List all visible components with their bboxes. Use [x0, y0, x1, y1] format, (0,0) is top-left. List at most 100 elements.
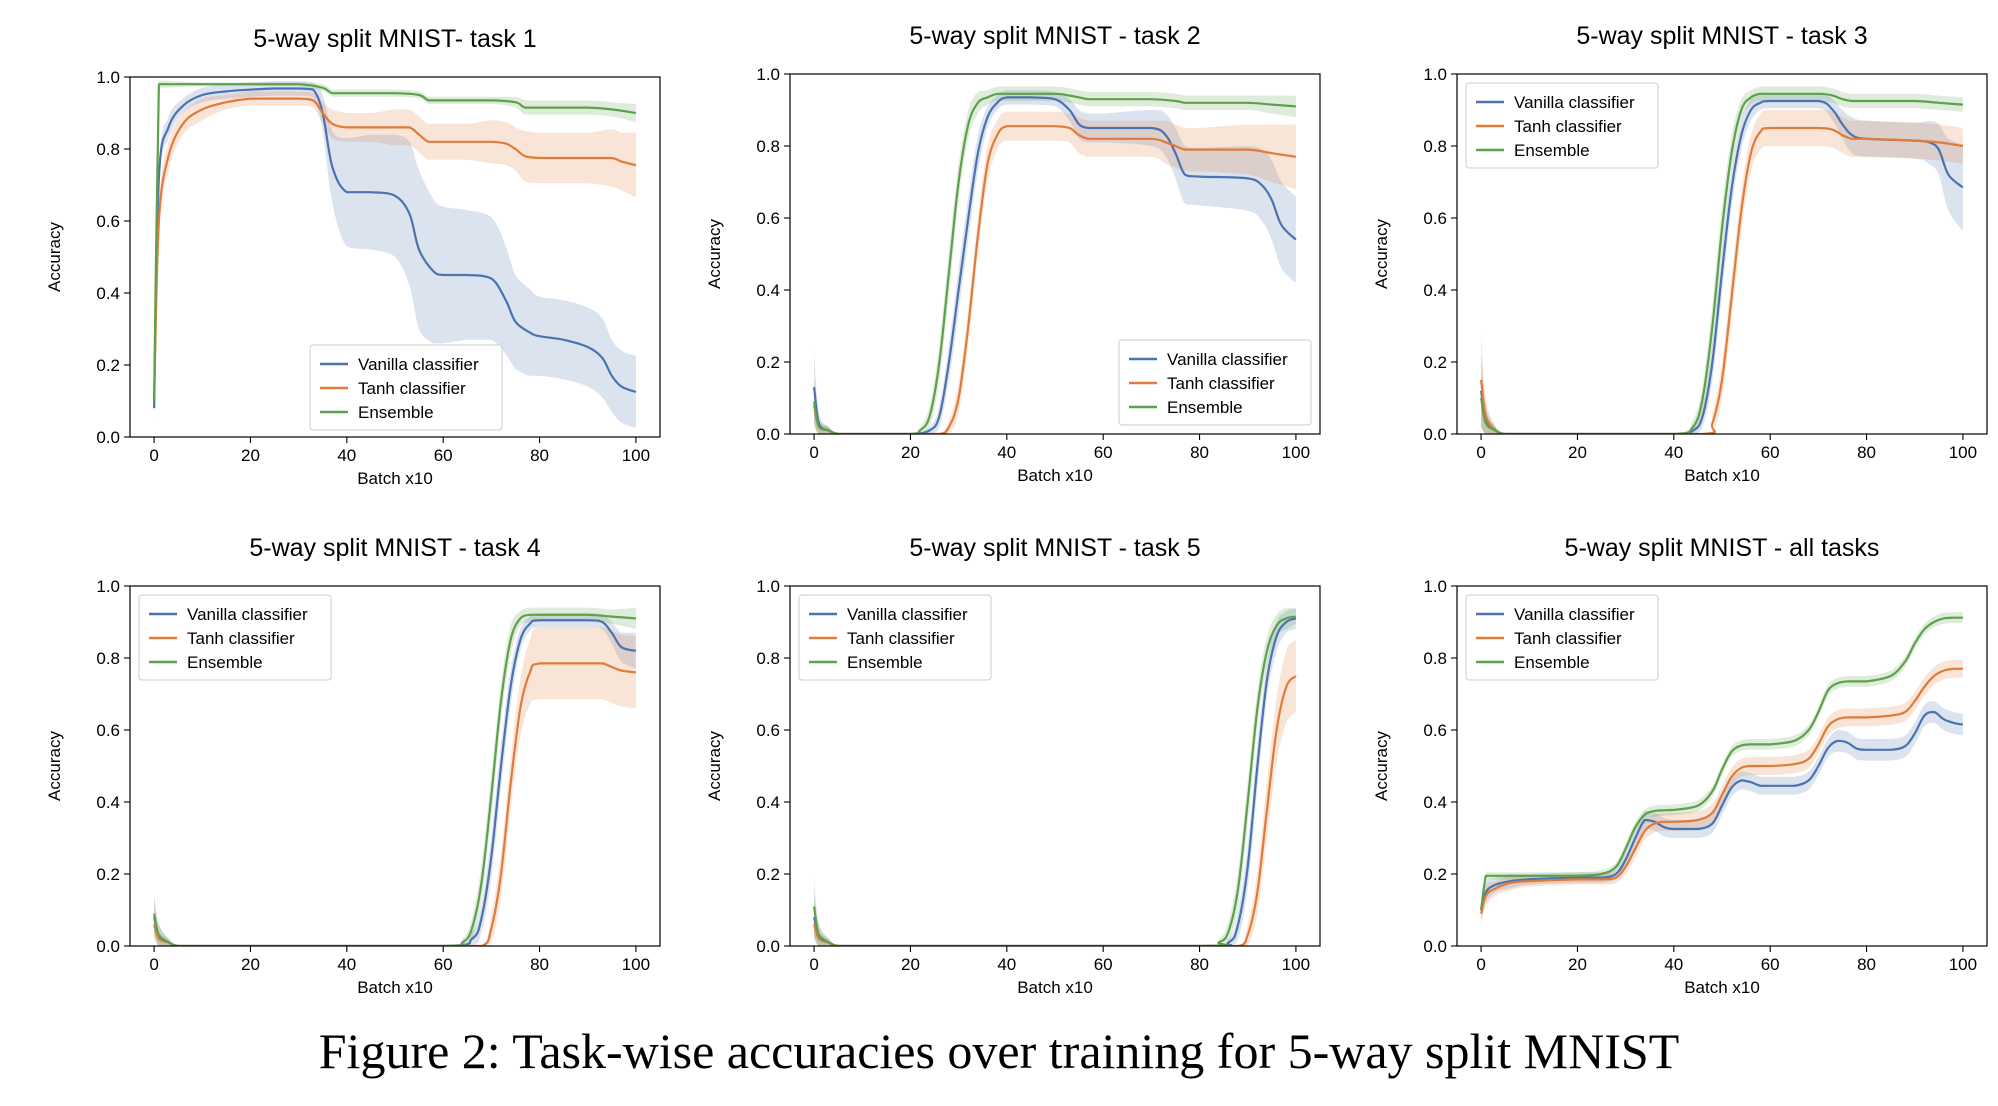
y-axis-label: Accuracy [705, 731, 724, 801]
series-line [1480, 616, 1963, 911]
x-tick-label: 100 [622, 955, 650, 974]
y-tick-label: 0.0 [756, 425, 780, 444]
legend-box [309, 344, 503, 431]
chart-panel-4: 5-way split MNIST - task 4 0 20 40 60 80 100 0.… [45, 534, 661, 997]
legend-label: Vanilla classifier [847, 605, 968, 624]
x-tick-label: 0 [1476, 443, 1485, 462]
y-tick-label: 0.4 [1423, 281, 1447, 300]
legend-box [1465, 594, 1659, 681]
legend: Vanilla classifier Tanh classifier Ensembl… [138, 594, 332, 681]
y-tick-label: 1.0 [1423, 65, 1447, 84]
series-band [1481, 659, 1963, 925]
series-line [153, 87, 637, 409]
y-tick-label: 0.2 [96, 865, 120, 884]
x-tick-label: 20 [901, 443, 920, 462]
x-tick-label: 0 [809, 955, 818, 974]
x-axis-label: Batch x10 [357, 469, 433, 488]
y-tick-label: 0.0 [756, 937, 780, 956]
x-axis-label: Batch x10 [1684, 466, 1760, 485]
x-tick-label: 0 [149, 955, 158, 974]
x-tick-label: 40 [997, 955, 1016, 974]
y-tick-label: 0.6 [1423, 209, 1447, 228]
chart-title: 5-way split MNIST- task 1 [253, 25, 536, 53]
x-tick-label: 20 [241, 955, 260, 974]
series-band [1481, 701, 1963, 921]
plot-area [153, 607, 637, 946]
x-tick-label: 80 [1190, 955, 1209, 974]
legend-label: Tanh classifier [847, 629, 955, 648]
y-tick-label: 0.4 [1423, 793, 1447, 812]
y-tick-label: 1.0 [96, 68, 120, 87]
chart-title: 5-way split MNIST - task 2 [909, 22, 1200, 50]
legend-box [798, 594, 992, 681]
y-tick-label: 0.4 [756, 281, 780, 300]
legend-label: Tanh classifier [1514, 629, 1622, 648]
legend: Vanilla classifier Tanh classifier Ensembl… [1465, 82, 1659, 169]
y-tick-label: 0.6 [96, 721, 120, 740]
y-axis-label: Accuracy [705, 219, 724, 289]
series-band [814, 90, 1296, 434]
series-band [1481, 110, 1963, 434]
legend-label: Tanh classifier [358, 379, 466, 398]
y-tick-label: 1.0 [1423, 577, 1447, 596]
series-line [153, 613, 636, 946]
chart-panel-3: 5-way split MNIST - task 3 0 20 40 60 80 100 0.… [1372, 22, 1988, 485]
y-tick-label: 0.4 [96, 284, 120, 303]
series-line [1480, 667, 1963, 914]
x-tick-label: 60 [434, 446, 453, 465]
y-tick-label: 0.8 [96, 649, 120, 668]
x-tick-label: 40 [337, 446, 356, 465]
plot-area [1480, 612, 1964, 925]
legend-label: Ensemble [847, 653, 923, 672]
legend-label: Vanilla classifier [1514, 605, 1635, 624]
series-band [154, 80, 636, 405]
x-tick-label: 20 [1568, 955, 1587, 974]
series-line [153, 662, 637, 946]
legend-box [1465, 82, 1659, 169]
x-tick-label: 60 [434, 955, 453, 974]
chart-panel-2: 5-way split MNIST - task 2 0 20 40 60 80 100 0.… [705, 22, 1321, 485]
legend: Vanilla classifier Tanh classifier Ensembl… [309, 344, 503, 431]
series-line [813, 125, 1297, 434]
legend-label: Ensemble [1514, 653, 1590, 672]
figure-caption: Figure 2: Task-wise accuracies over trai… [318, 1023, 1680, 1079]
chart-title: 5-way split MNIST - task 4 [249, 534, 540, 562]
y-tick-label: 0.8 [96, 140, 120, 159]
legend-label: Tanh classifier [1167, 374, 1275, 393]
legend: Vanilla classifier Tanh classifier Ensembl… [798, 594, 992, 681]
x-tick-label: 80 [1857, 955, 1876, 974]
y-tick-label: 0.8 [756, 649, 780, 668]
y-tick-label: 0.8 [756, 137, 780, 156]
x-tick-label: 100 [1282, 955, 1310, 974]
legend-label: Ensemble [358, 403, 434, 422]
series-line [153, 97, 637, 402]
chart-panel-6: 5-way split MNIST - all tasks 0 20 40 60 80 10… [1372, 534, 1988, 997]
x-tick-label: 60 [1094, 955, 1113, 974]
legend-box [138, 594, 332, 681]
x-tick-label: 100 [1282, 443, 1310, 462]
x-tick-label: 40 [1664, 955, 1683, 974]
y-tick-label: 0.0 [96, 428, 120, 447]
y-tick-label: 0.8 [1423, 137, 1447, 156]
chart-title: 5-way split MNIST - all tasks [1565, 534, 1880, 562]
y-axis-label: Accuracy [45, 222, 64, 292]
x-tick-label: 80 [530, 446, 549, 465]
axes-frame [1456, 73, 1988, 435]
x-axis-label: Batch x10 [1017, 978, 1093, 997]
y-tick-label: 0.0 [1423, 937, 1447, 956]
y-tick-label: 0.2 [1423, 865, 1447, 884]
y-tick-label: 0.4 [96, 793, 120, 812]
legend: Vanilla classifier Tanh classifier Ensembl… [1118, 339, 1312, 426]
chart-panel-1: 5-way split MNIST- task 1 0 20 40 60 80 100 0.0… [45, 25, 661, 488]
y-tick-label: 1.0 [96, 577, 120, 596]
x-tick-label: 80 [1857, 443, 1876, 462]
axes-frame [129, 585, 661, 947]
legend-label: Vanilla classifier [358, 355, 479, 374]
y-axis-label: Accuracy [1372, 219, 1391, 289]
y-tick-label: 0.2 [96, 356, 120, 375]
figure-panels: 5-way split MNIST- task 1 0 20 40 60 80 100 0.0… [45, 22, 1988, 997]
series-line [153, 83, 637, 402]
x-tick-label: 60 [1094, 443, 1113, 462]
legend-box [1118, 339, 1312, 426]
x-tick-label: 40 [337, 955, 356, 974]
